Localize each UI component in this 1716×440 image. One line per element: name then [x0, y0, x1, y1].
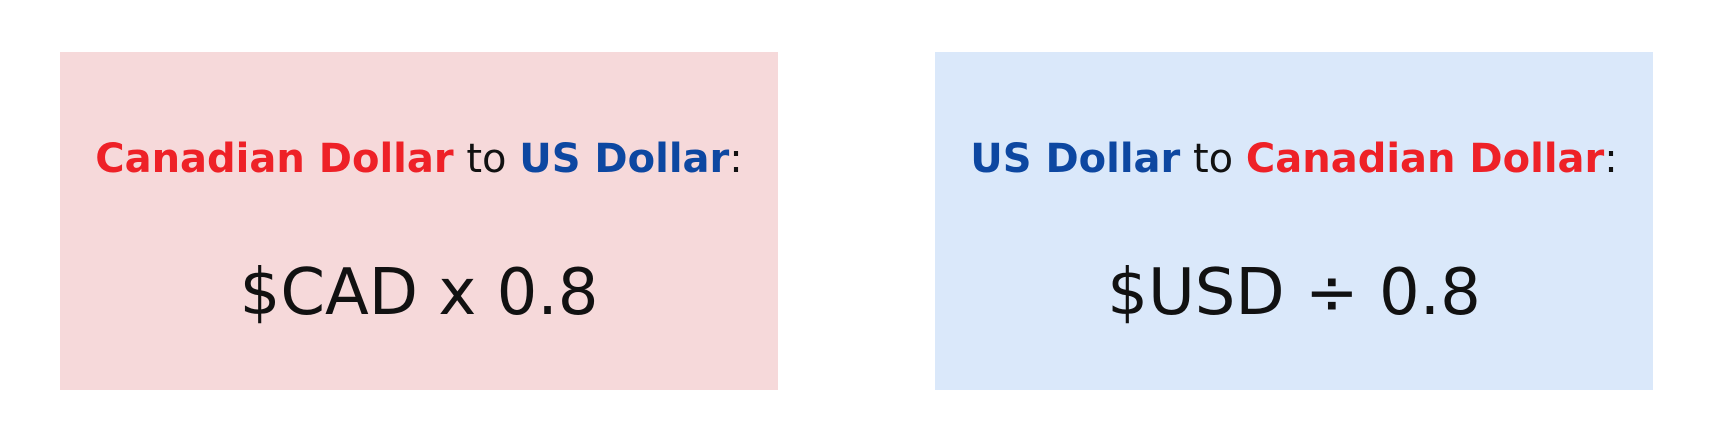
from-currency-label: US Dollar — [970, 136, 1181, 182]
to-currency-label: US Dollar — [519, 136, 730, 182]
colon-text: : — [1604, 136, 1618, 182]
connector-text: to — [466, 136, 507, 182]
connector-text: to — [1193, 136, 1234, 182]
to-currency-label: Canadian Dollar — [1245, 136, 1605, 182]
colon-text: : — [729, 136, 743, 182]
cad-to-usd-card: Canadian Dollar to US Dollar: $CAD x 0.8 — [60, 52, 778, 390]
usd-to-cad-heading: US Dollar to Canadian Dollar: — [970, 134, 1618, 184]
from-currency-label: Canadian Dollar — [95, 136, 454, 182]
usd-to-cad-card: US Dollar to Canadian Dollar: $USD ÷ 0.8 — [935, 52, 1653, 390]
cad-to-usd-heading: Canadian Dollar to US Dollar: — [95, 134, 743, 184]
usd-to-cad-formula: $USD ÷ 0.8 — [1107, 256, 1481, 330]
cad-to-usd-formula: $CAD x 0.8 — [239, 256, 599, 330]
